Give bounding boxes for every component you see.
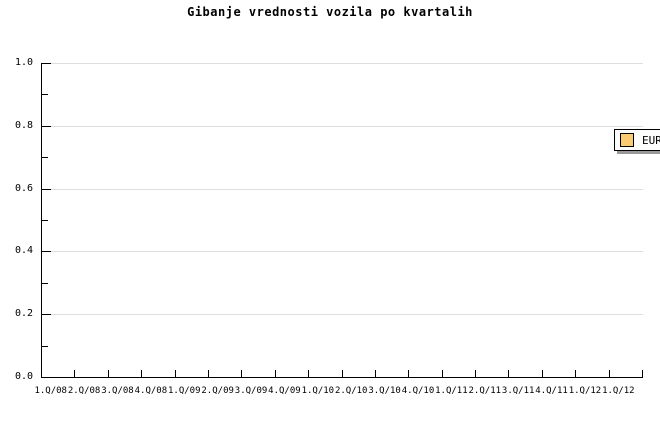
y-minor-tick bbox=[42, 283, 48, 284]
x-axis-label: 1.Q/11 bbox=[435, 386, 468, 396]
x-axis-tick bbox=[609, 370, 610, 377]
x-axis-label: 2.Q/11 bbox=[468, 386, 502, 396]
y-major-tick bbox=[42, 251, 51, 252]
x-axis-label: 1.Q/08 bbox=[34, 386, 67, 396]
x-axis-label: 3.Q/11 bbox=[501, 386, 535, 396]
y-major-tick bbox=[42, 63, 51, 64]
x-axis-tick bbox=[375, 370, 376, 377]
x-axis-label: 1.Q/10 bbox=[301, 386, 335, 396]
x-axis-tick bbox=[408, 370, 409, 377]
x-axis-tick bbox=[175, 370, 176, 377]
chart-title: Gibanje vrednosti vozila po kvartalih bbox=[187, 5, 473, 19]
x-axis-label: 2.Q/09 bbox=[201, 386, 234, 396]
x-axis-label: 1.Q/12 bbox=[568, 386, 602, 396]
y-axis-label: 0.4 bbox=[14, 245, 33, 256]
x-axis-tick bbox=[575, 370, 576, 377]
legend-swatch-eur bbox=[620, 133, 634, 147]
x-axis-tick bbox=[108, 370, 109, 377]
legend: EUR bbox=[614, 129, 660, 151]
x-axis-label: 1.Q/09 bbox=[168, 386, 201, 396]
y-major-tick bbox=[42, 189, 51, 190]
x-axis-tick bbox=[642, 370, 643, 377]
y-axis-label: 0.6 bbox=[14, 183, 33, 194]
x-axis-label: 4.Q/09 bbox=[268, 386, 301, 396]
y-minor-tick bbox=[42, 346, 48, 347]
x-axis-label: 4.Q/08 bbox=[134, 386, 168, 396]
x-axis-tick bbox=[74, 370, 75, 377]
x-axis-label: 3.Q/10 bbox=[368, 386, 401, 396]
y-minor-tick bbox=[42, 94, 48, 95]
x-axis-tick bbox=[141, 370, 142, 377]
y-axis-label: 0.2 bbox=[14, 308, 33, 319]
legend-item-label: EUR bbox=[642, 133, 660, 147]
y-axis-label: 0.0 bbox=[14, 371, 33, 382]
x-axis-tick bbox=[241, 370, 242, 377]
x-axis-tick bbox=[208, 370, 209, 377]
x-axis-label: 1.Q/12 bbox=[602, 386, 635, 396]
x-axis-tick bbox=[442, 370, 443, 377]
y-gridline bbox=[42, 314, 643, 315]
y-minor-tick bbox=[42, 220, 48, 221]
y-gridline bbox=[42, 251, 643, 252]
x-axis-tick bbox=[342, 370, 343, 377]
x-axis-tick bbox=[475, 370, 476, 377]
y-major-tick bbox=[42, 126, 51, 127]
y-gridline bbox=[42, 126, 643, 127]
x-axis-label: 3.Q/09 bbox=[234, 386, 268, 396]
x-axis-label: 2.Q/08 bbox=[67, 386, 101, 396]
y-axis-label: 1.0 bbox=[14, 57, 33, 68]
y-major-tick bbox=[42, 314, 51, 315]
x-axis-label: 4.Q/10 bbox=[401, 386, 435, 396]
plot-area: EUR bbox=[41, 63, 660, 378]
x-axis-label: 4.Q/11 bbox=[535, 386, 568, 396]
y-minor-tick bbox=[42, 157, 48, 158]
x-axis-labels: 1.Q/08 2.Q/08 3.Q/08 4.Q/08 1.Q/09 2.Q/09 3.Q/… bbox=[34, 384, 635, 398]
y-gridline bbox=[42, 63, 643, 64]
x-axis-tick bbox=[542, 370, 543, 377]
x-axis-tick bbox=[275, 370, 276, 377]
x-axis-tick bbox=[308, 370, 309, 377]
y-axis-label: 0.8 bbox=[14, 120, 33, 131]
y-gridline bbox=[42, 189, 643, 190]
x-axis-label: 3.Q/08 bbox=[101, 386, 134, 396]
x-axis-tick bbox=[508, 370, 509, 377]
x-axis-label: 2.Q/10 bbox=[334, 386, 368, 396]
